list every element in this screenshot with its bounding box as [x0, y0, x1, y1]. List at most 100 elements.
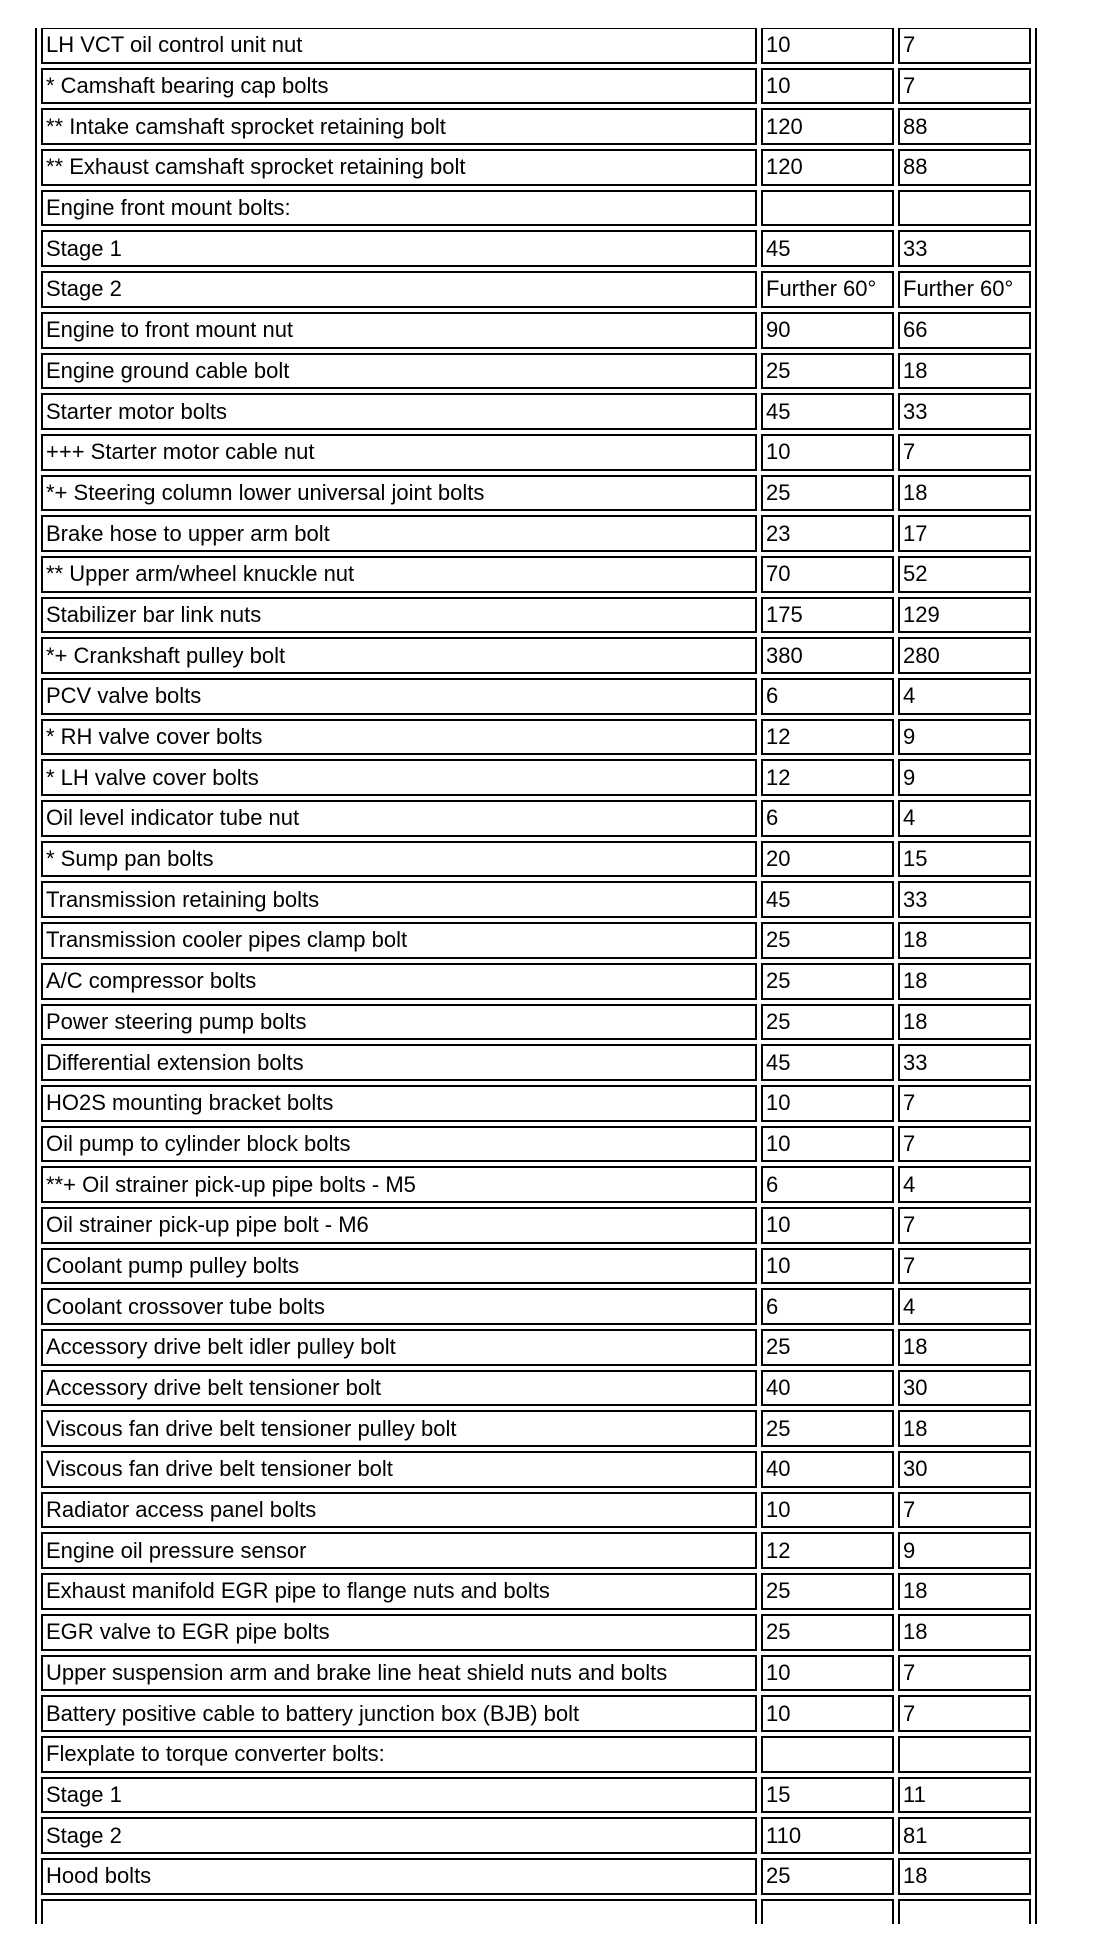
component-label-cell: Brake hose to upper arm bolt — [41, 515, 757, 552]
torque-value-cell-1: 10 — [761, 67, 894, 105]
torque-value-cell-2: 18 — [898, 352, 1031, 390]
torque-value-cell-1: 10 — [761, 1247, 894, 1285]
component-label-cell: LH VCT oil control unit nut — [41, 28, 757, 64]
table-row: Stabilizer bar link nuts 175 129 — [41, 596, 1031, 634]
torque-value-cell-2: 7 — [898, 1695, 1031, 1732]
torque-value-cell-2: 17 — [898, 515, 1031, 552]
table-row: Starter motor bolts 45 33 — [41, 393, 1031, 430]
table-row: * Camshaft bearing cap bolts 10 7 — [41, 67, 1031, 105]
table-row: Stage 1 45 33 — [41, 230, 1031, 268]
component-label-cell: Radiator access panel bolts — [41, 1491, 757, 1529]
torque-value-cell-2: 52 — [898, 555, 1031, 593]
torque-value-cell-1: 12 — [761, 759, 894, 797]
torque-value-cell-2: 33 — [898, 881, 1031, 919]
torque-value-cell-1 — [761, 1735, 894, 1773]
torque-value-cell-1: 120 — [761, 108, 894, 146]
component-label-cell: Engine front mount bolts: — [41, 189, 757, 227]
table-row: A/C compressor bolts 25 18 — [41, 962, 1031, 1000]
component-label-cell: Battery positive cable to battery juncti… — [41, 1695, 757, 1732]
torque-value-cell-2: 33 — [898, 393, 1031, 430]
table-row: * LH valve cover bolts 12 9 — [41, 759, 1031, 797]
torque-value-cell-2: 7 — [898, 1491, 1031, 1529]
torque-value-cell-1: 6 — [761, 678, 894, 715]
component-label-cell: Stabilizer bar link nuts — [41, 596, 757, 634]
torque-value-cell-2: 7 — [898, 1125, 1031, 1163]
torque-value-cell-2: 81 — [898, 1817, 1031, 1854]
table-row: +++ Starter motor cable nut 10 7 — [41, 433, 1031, 471]
component-label-cell: Oil level indicator tube nut — [41, 800, 757, 837]
torque-value-cell-2: 88 — [898, 149, 1031, 186]
component-label-cell: Engine ground cable bolt — [41, 352, 757, 390]
torque-value-cell-1: 45 — [761, 1044, 894, 1081]
table-row: ** Exhaust camshaft sprocket retaining b… — [41, 149, 1031, 186]
table-row: Coolant pump pulley bolts 10 7 — [41, 1247, 1031, 1285]
table-row: Oil pump to cylinder block bolts 10 7 — [41, 1125, 1031, 1163]
component-label-cell: * Sump pan bolts — [41, 840, 757, 878]
torque-value-cell-1: 6 — [761, 800, 894, 837]
torque-value-cell-2 — [898, 189, 1031, 227]
table-row: LH VCT oil control unit nut 10 7 — [41, 28, 1031, 64]
component-label-cell: Stage 2 — [41, 271, 757, 308]
torque-value-cell-2: 18 — [898, 1573, 1031, 1610]
torque-value-cell-2: 18 — [898, 1003, 1031, 1041]
table-row: Oil strainer pick-up pipe bolt - M6 10 7 — [41, 1206, 1031, 1244]
torque-value-cell-2: 18 — [898, 922, 1031, 959]
component-label-cell: Exhaust manifold EGR pipe to flange nuts… — [41, 1573, 757, 1610]
torque-value-cell-1: 25 — [761, 1613, 894, 1651]
table-row: Stage 2 110 81 — [41, 1817, 1031, 1854]
component-label-cell: Coolant pump pulley bolts — [41, 1247, 757, 1285]
table-row: PCV valve bolts 6 4 — [41, 678, 1031, 715]
component-label-cell: Stage 2 — [41, 1817, 757, 1854]
torque-value-cell-2: 66 — [898, 311, 1031, 349]
torque-value-cell-2: 9 — [898, 718, 1031, 756]
component-label-cell: Oil strainer pick-up pipe bolt - M6 — [41, 1206, 757, 1244]
torque-value-cell-1: 6 — [761, 1288, 894, 1325]
table-row: Viscous fan drive belt tensioner pulley … — [41, 1410, 1031, 1448]
component-label-cell: Viscous fan drive belt tensioner bolt — [41, 1451, 757, 1488]
torque-value-cell-2: 4 — [898, 678, 1031, 715]
torque-value-cell-2: 33 — [898, 230, 1031, 268]
table-row: HO2S mounting bracket bolts 10 7 — [41, 1084, 1031, 1122]
torque-value-cell-1: Further 60° — [761, 271, 894, 308]
torque-value-cell-2: 129 — [898, 596, 1031, 634]
torque-value-cell-2: 18 — [898, 962, 1031, 1000]
torque-value-cell-1: 40 — [761, 1451, 894, 1488]
torque-value-cell-2: 9 — [898, 759, 1031, 797]
component-label-cell: +++ Starter motor cable nut — [41, 433, 757, 471]
table-row: Viscous fan drive belt tensioner bolt 40… — [41, 1451, 1031, 1488]
component-label-cell: * LH valve cover bolts — [41, 759, 757, 797]
torque-value-cell-2: 30 — [898, 1451, 1031, 1488]
component-label-cell: Engine oil pressure sensor — [41, 1532, 757, 1570]
torque-value-cell-2: 15 — [898, 840, 1031, 878]
table-row: Engine to front mount nut 90 66 — [41, 311, 1031, 349]
torque-spec-table-viewport: LH VCT oil control unit nut 10 7 * Camsh… — [35, 28, 1043, 1924]
component-label-cell: Flexplate to torque converter bolts: — [41, 1735, 757, 1773]
table-row: Radiator access panel bolts 10 7 — [41, 1491, 1031, 1529]
torque-value-cell-1: 25 — [761, 1329, 894, 1366]
table-row: Engine oil pressure sensor 12 9 — [41, 1532, 1031, 1570]
table-row: Engine front mount bolts: — [41, 189, 1031, 227]
table-row — [41, 1898, 1031, 1924]
torque-value-cell-1: 10 — [761, 1491, 894, 1529]
torque-value-cell-1: 25 — [761, 1857, 894, 1895]
torque-value-cell-1: 25 — [761, 922, 894, 959]
component-label-cell: *+ Steering column lower universal joint… — [41, 474, 757, 512]
component-label-cell — [41, 1898, 757, 1924]
component-label-cell: Differential extension bolts — [41, 1044, 757, 1081]
component-label-cell: ** Exhaust camshaft sprocket retaining b… — [41, 149, 757, 186]
component-label-cell: A/C compressor bolts — [41, 962, 757, 1000]
table-row: EGR valve to EGR pipe bolts 25 18 — [41, 1613, 1031, 1651]
component-label-cell: Oil pump to cylinder block bolts — [41, 1125, 757, 1163]
table-row: Coolant crossover tube bolts 6 4 — [41, 1288, 1031, 1325]
torque-value-cell-1: 90 — [761, 311, 894, 349]
torque-value-cell-2: 88 — [898, 108, 1031, 146]
component-label-cell: HO2S mounting bracket bolts — [41, 1084, 757, 1122]
component-label-cell: Hood bolts — [41, 1857, 757, 1895]
table-row: Transmission retaining bolts 45 33 — [41, 881, 1031, 919]
torque-value-cell-1: 10 — [761, 1206, 894, 1244]
torque-value-cell-1: 45 — [761, 393, 894, 430]
component-label-cell: Engine to front mount nut — [41, 311, 757, 349]
torque-value-cell-1: 20 — [761, 840, 894, 878]
torque-value-cell-1: 10 — [761, 1654, 894, 1692]
